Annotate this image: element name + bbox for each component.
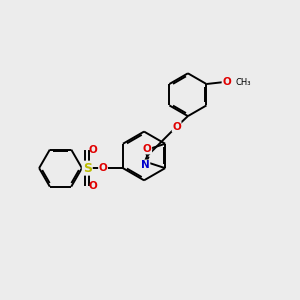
Text: O: O: [99, 163, 107, 173]
Text: O: O: [172, 122, 181, 131]
Text: O: O: [88, 181, 97, 191]
Text: O: O: [222, 77, 231, 87]
Text: S: S: [83, 162, 92, 175]
Text: CH₃: CH₃: [235, 78, 251, 87]
Text: O: O: [143, 144, 152, 154]
Text: O: O: [88, 145, 97, 155]
Text: N: N: [141, 160, 150, 170]
